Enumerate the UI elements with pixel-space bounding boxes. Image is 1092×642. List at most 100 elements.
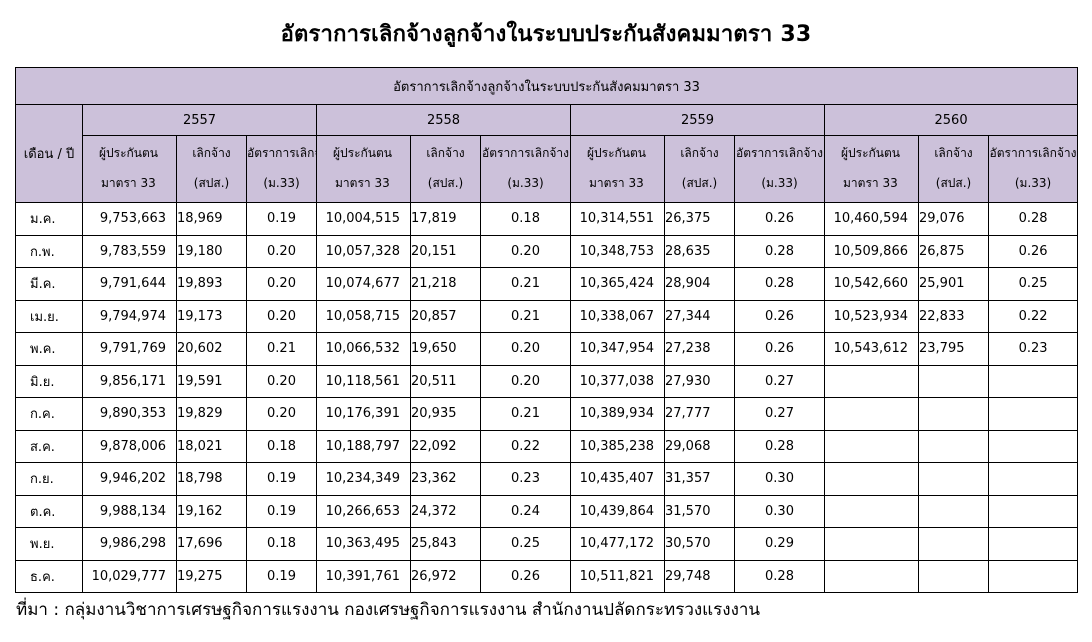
sub-header-line2: มาตรา 33 — [335, 176, 390, 190]
rate-cell: 0.19 — [246, 559, 317, 593]
table-row: ก.ย. 9,946,202 18,798 0.19 10,234,349 23,362 0… — [15, 462, 1079, 496]
rate-cell: 0.18 — [246, 527, 317, 561]
terminated-header: เลิกจ้าง (สปส.) — [410, 135, 481, 203]
insured-cell: 10,460,594 — [824, 202, 919, 236]
rate-cell: 0.18 — [480, 202, 571, 236]
rate-cell — [987, 429, 1079, 463]
insured-cell: 10,188,797 — [316, 429, 411, 463]
terminated-cell: 23,362 — [410, 462, 481, 496]
insured-cell — [824, 397, 919, 431]
insured-header: ผู้ประกันตน มาตรา 33 — [824, 135, 919, 203]
table-row: ต.ค. 9,988,134 19,162 0.19 10,266,653 24,372 0… — [15, 494, 1079, 528]
page-title: อัตราการเลิกจ้างลูกจ้างในระบบประกันสังคม… — [280, 22, 812, 47]
terminated-cell — [918, 364, 989, 398]
insured-cell: 9,783,559 — [82, 234, 177, 268]
month-year-header: เดือน / ปี — [15, 104, 83, 203]
insured-cell: 10,074,677 — [316, 267, 411, 301]
rate-cell — [987, 364, 1079, 398]
rate-cell: 0.20 — [480, 234, 571, 268]
month-cell: ก.ย. — [15, 462, 83, 496]
rate-cell: 0.28 — [734, 559, 825, 593]
terminated-cell: 20,151 — [410, 234, 481, 268]
rate-cell: 0.19 — [246, 462, 317, 496]
table-row: มี.ค. 9,791,644 19,893 0.20 10,074,677 21,218… — [15, 267, 1079, 301]
month-cell: ธ.ค. — [15, 559, 83, 593]
insured-cell: 10,543,612 — [824, 332, 919, 366]
terminated-cell: 22,092 — [410, 429, 481, 463]
terminated-cell: 19,591 — [176, 364, 247, 398]
month-cell: ก.ค. — [15, 397, 83, 431]
month-cell: พ.ค. — [15, 332, 83, 366]
sub-header-line1: อัตราการเลิกจ้าง — [989, 146, 1077, 160]
rate-cell: 0.29 — [734, 527, 825, 561]
rate-cell: 0.20 — [246, 299, 317, 333]
terminated-cell: 27,930 — [664, 364, 735, 398]
rate-cell — [987, 462, 1079, 496]
rate-cell: 0.26 — [480, 559, 571, 593]
insured-cell — [824, 559, 919, 593]
terminated-cell: 19,275 — [176, 559, 247, 593]
insured-cell: 9,890,353 — [82, 397, 177, 431]
employment-termination-table: อัตราการเลิกจ้างลูกจ้างในระบบประกันสังคม… — [14, 67, 1079, 593]
rate-cell: 0.21 — [246, 332, 317, 366]
month-cell: มิ.ย. — [15, 364, 83, 398]
terminated-header: เลิกจ้าง (สปส.) — [918, 135, 989, 203]
insured-cell: 10,435,407 — [570, 462, 665, 496]
terminated-cell: 26,375 — [664, 202, 735, 236]
sub-header-line1: ผู้ประกันตน — [99, 146, 159, 160]
insured-cell: 10,511,821 — [570, 559, 665, 593]
rate-cell: 0.21 — [480, 299, 571, 333]
rate-cell — [987, 397, 1079, 431]
terminated-cell — [918, 429, 989, 463]
rate-cell: 0.20 — [480, 332, 571, 366]
insured-header: ผู้ประกันตน มาตรา 33 — [82, 135, 177, 203]
terminated-cell: 28,635 — [664, 234, 735, 268]
insured-cell: 10,439,864 — [570, 494, 665, 528]
terminated-cell: 25,901 — [918, 267, 989, 301]
sub-header-line2: (สปส.) — [427, 176, 464, 190]
insured-cell: 9,878,006 — [82, 429, 177, 463]
insured-cell: 10,477,172 — [570, 527, 665, 561]
termination-rate-header: อัตราการเลิกจ้าง (ม.33) — [246, 135, 317, 203]
terminated-cell: 27,344 — [664, 299, 735, 333]
sub-header-line2: (ม.33) — [263, 176, 300, 190]
insured-cell: 10,391,761 — [316, 559, 411, 593]
month-cell: มี.ค. — [15, 267, 83, 301]
terminated-cell: 17,696 — [176, 527, 247, 561]
rate-cell: 0.19 — [246, 494, 317, 528]
insured-header: ผู้ประกันตน มาตรา 33 — [316, 135, 411, 203]
insured-header: ผู้ประกันตน มาตรา 33 — [570, 135, 665, 203]
month-cell: ก.พ. — [15, 234, 83, 268]
terminated-cell — [918, 462, 989, 496]
insured-cell — [824, 527, 919, 561]
terminated-cell: 26,875 — [918, 234, 989, 268]
terminated-cell: 28,904 — [664, 267, 735, 301]
rate-cell: 0.22 — [480, 429, 571, 463]
terminated-cell: 26,972 — [410, 559, 481, 593]
sub-header-line2: (ม.33) — [1014, 176, 1052, 190]
insured-cell: 10,389,934 — [570, 397, 665, 431]
insured-cell: 10,314,551 — [570, 202, 665, 236]
terminated-header: เลิกจ้าง (สปส.) — [176, 135, 247, 203]
table-row: ม.ค. 9,753,663 18,969 0.19 10,004,515 17,819 0… — [15, 202, 1079, 236]
terminated-cell: 19,893 — [176, 267, 247, 301]
rate-cell: 0.26 — [734, 299, 825, 333]
insured-cell: 10,348,753 — [570, 234, 665, 268]
terminated-cell: 20,511 — [410, 364, 481, 398]
rate-cell: 0.28 — [734, 234, 825, 268]
year-header: 2559 — [570, 104, 825, 136]
insured-cell — [824, 462, 919, 496]
insured-cell: 10,058,715 — [316, 299, 411, 333]
sub-header-line2: (สปส.) — [193, 176, 230, 190]
insured-cell: 9,794,974 — [82, 299, 177, 333]
terminated-cell: 20,935 — [410, 397, 481, 431]
insured-cell: 10,234,349 — [316, 462, 411, 496]
table-row: พ.ค. 9,791,769 20,602 0.21 10,066,532 19,650 0… — [15, 332, 1079, 366]
rate-cell — [987, 494, 1079, 528]
rate-cell: 0.20 — [246, 234, 317, 268]
insured-cell: 9,988,134 — [82, 494, 177, 528]
terminated-cell: 30,570 — [664, 527, 735, 561]
rate-cell: 0.23 — [987, 332, 1079, 366]
insured-cell: 9,791,644 — [82, 267, 177, 301]
terminated-cell: 18,021 — [176, 429, 247, 463]
